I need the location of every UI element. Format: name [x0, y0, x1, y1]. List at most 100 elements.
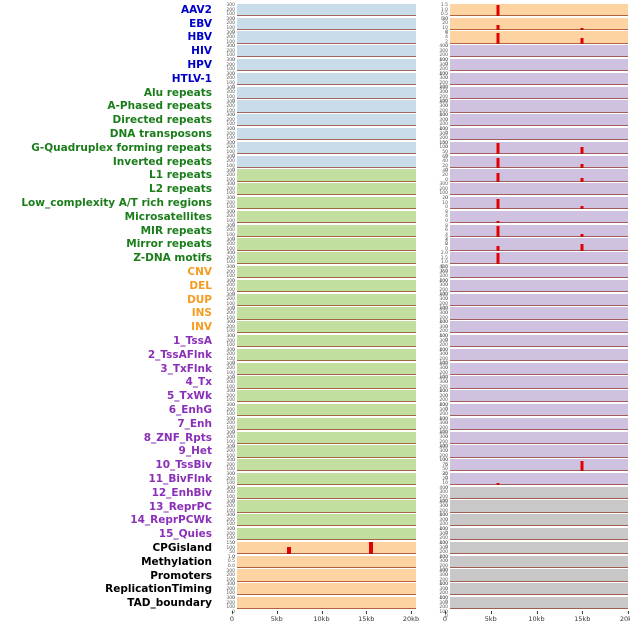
- y-tick-label: 200: [226, 462, 235, 468]
- y-tick-label: 100: [226, 315, 235, 321]
- y-axis-ticks-right: 400 300 200 100 0: [416, 596, 450, 619]
- y-tick-label: 200: [226, 393, 235, 399]
- y-tick-label: 0: [445, 503, 448, 509]
- track-row: Methylation 1.0 0.5 0.0 400 300 200 100 0: [0, 555, 628, 577]
- y-axis-ticks-left: 300 200 100 0: [217, 527, 237, 546]
- enrichment-peak-bar: [496, 253, 500, 265]
- y-tick-label: 0: [232, 609, 235, 615]
- y-axis-ticks-left: 300 200 100 0: [217, 31, 237, 49]
- y-tick-label: 300: [226, 430, 235, 436]
- y-axis-ticks-right: 400 300 200 100 0: [416, 445, 450, 467]
- track-row: 11_BivFlnk 300 200 100 0 30 20 10 0: [0, 472, 628, 490]
- y-tick-label: 300: [226, 278, 235, 284]
- enrichment-peak-bar: [496, 173, 500, 182]
- y-axis-ticks-left: 300 200 100 0: [217, 278, 237, 297]
- track-label: 14_ReprPCWk: [130, 514, 212, 527]
- track-panel-right: [450, 348, 628, 362]
- track-row: Z-DNA motifs 300 200 100 0 2.0 1.5 1.0 0.5 0.0: [0, 251, 628, 274]
- track-panel-right: [450, 417, 628, 431]
- y-tick-label: 300: [439, 182, 448, 188]
- track-label: 9_Het: [178, 445, 212, 458]
- y-tick-label: 1.5: [440, 255, 448, 261]
- y-tick-label: 400: [439, 430, 448, 436]
- y-tick-label: 2: [445, 39, 448, 45]
- y-tick-label: 100: [439, 540, 448, 546]
- track-row: AAV2 300 200 100 0 1.5 1.0 0.5 0.0: [0, 3, 628, 21]
- y-tick-label: 200: [439, 287, 448, 293]
- y-tick-label: 300: [226, 196, 235, 202]
- y-tick-label: 300: [226, 113, 235, 119]
- y-tick-label: 100: [226, 453, 235, 459]
- track-panel-right: [450, 390, 628, 403]
- y-tick-label: 0: [445, 338, 448, 344]
- track-panel-left: [237, 514, 416, 527]
- y-tick-label: 100: [226, 94, 235, 100]
- y-tick-label: 0: [445, 407, 448, 413]
- y-tick-label: 300: [226, 334, 235, 340]
- y-tick-label: 200: [226, 435, 235, 441]
- y-tick-label: 100: [439, 306, 448, 312]
- y-tick-label: 0: [445, 117, 448, 123]
- y-tick-label: 300: [226, 513, 235, 519]
- track-row: ReplicationTiming 300 200 100 0 400 300 200 10…: [0, 582, 628, 605]
- y-tick-label: 300: [439, 297, 448, 303]
- y-tick-label: 100: [439, 71, 448, 77]
- y-tick-label: 0: [445, 195, 448, 201]
- y-tick-label: 300: [439, 269, 448, 275]
- y-tick-label: 200: [226, 407, 235, 413]
- y-tick-label: 4: [445, 214, 448, 220]
- enrichment-peak-bar: [496, 482, 500, 486]
- y-tick-label: 0: [232, 264, 235, 270]
- y-tick-label: 20: [442, 163, 448, 169]
- track-panel-right: [450, 210, 628, 224]
- y-tick-label: 300: [226, 251, 235, 257]
- y-tick-label: 0: [445, 485, 448, 491]
- track-panel-left: [237, 169, 416, 182]
- track-panel-right: [450, 183, 628, 196]
- y-tick-label: 200: [439, 563, 448, 569]
- x-axis-left-panel: 0 5kb 10kb 15kb 20kb: [230, 610, 419, 627]
- y-tick-label: 200: [439, 186, 448, 192]
- y-axis-ticks-left: 300 200 100 0: [217, 265, 237, 284]
- track-label: MIR repeats: [140, 224, 212, 237]
- y-tick-label: 0: [445, 586, 448, 592]
- y-tick-label: 0: [232, 292, 235, 298]
- y-tick-label: 400: [439, 99, 448, 105]
- enrichment-peak-bar: [580, 38, 584, 44]
- y-axis-ticks-left: 300 200 100 0: [217, 320, 237, 339]
- y-tick-label: 10: [442, 200, 448, 206]
- track-panel-right: [450, 500, 628, 513]
- track-label: AAV2: [181, 3, 212, 16]
- y-tick-label: 100: [439, 430, 448, 436]
- track-panel-left: [237, 252, 416, 265]
- y-tick-label: 100: [226, 536, 235, 542]
- y-tick-label: 100: [439, 347, 448, 353]
- track-row: CNV 300 200 100 0 400 300 200 100 0: [0, 265, 628, 288]
- y-tick-label: 300: [439, 504, 448, 510]
- y-tick-label: 100: [439, 568, 448, 574]
- enrichment-peak-bar: [580, 460, 584, 472]
- y-tick-label: 300: [226, 85, 235, 91]
- y-axis-ticks-left: 300 200 100 0: [217, 238, 237, 256]
- track-label: 12_EnhBiv: [151, 486, 212, 499]
- track-label: 3_TxFlnk: [160, 362, 212, 375]
- y-tick-label: 400: [439, 85, 448, 91]
- y-tick-label: 0: [232, 430, 235, 436]
- y-axis-ticks-right: 400 300 200 100 0: [416, 44, 450, 67]
- track-panel-right: [450, 279, 628, 293]
- track-row: 12_EnhBiv 300 200 100 0 400 300 200 100 0: [0, 486, 628, 508]
- track-label: 2_TssAFlnk: [147, 348, 212, 361]
- y-tick-label: 0: [445, 572, 448, 578]
- y-tick-label: 200: [226, 449, 235, 454]
- track-panel-left: [237, 569, 416, 582]
- y-tick-label: 0: [232, 113, 235, 119]
- track-panel-left: [237, 445, 416, 458]
- y-tick-label: 200: [226, 476, 235, 482]
- y-tick-label: 0: [232, 209, 235, 215]
- y-tick-label: 200: [439, 301, 448, 307]
- track-panel-left: [237, 72, 416, 86]
- y-tick-label: 400: [439, 416, 448, 422]
- y-tick-label: 100: [226, 508, 235, 514]
